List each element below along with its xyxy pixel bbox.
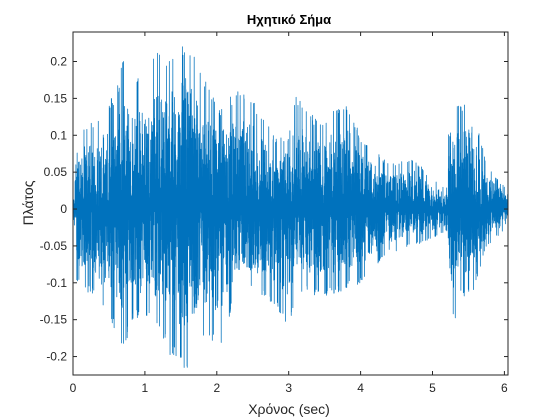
y-tick-label: 0.1 (50, 128, 67, 142)
x-tick-label: 5 (429, 381, 436, 395)
signal-line (73, 46, 508, 368)
y-tick-label: 0.2 (50, 55, 67, 69)
x-tick-label: 6 (501, 381, 508, 395)
y-tick-label: -0.15 (40, 313, 68, 327)
x-axis-label: Χρόνος (sec) (248, 401, 330, 417)
y-tick-label: 0.15 (44, 91, 68, 105)
chart-title: Ηχητικό Σήμα (247, 12, 331, 27)
y-axis-label: Πλάτος (20, 180, 36, 225)
x-tick-label: 2 (213, 381, 220, 395)
axis-ticks: 0 1 2 3 4 5 6 -0.2 -0.15 -0.1 -0.05 0 0.05 0.1 0.15 0.2 (40, 32, 508, 395)
x-tick-label: 1 (142, 381, 149, 395)
plot-area (72, 31, 509, 376)
y-tick-label: -0.1 (46, 276, 67, 290)
y-tick-label: 0.05 (44, 165, 68, 179)
x-tick-label: 0 (70, 381, 77, 395)
x-tick-label: 3 (285, 381, 292, 395)
x-tick-label: 4 (357, 381, 364, 395)
signal-group (73, 46, 508, 368)
y-tick-label: 0 (60, 202, 67, 216)
y-tick-label: -0.05 (40, 239, 68, 253)
axes-box (72, 31, 509, 376)
y-tick-label: -0.2 (46, 350, 67, 364)
